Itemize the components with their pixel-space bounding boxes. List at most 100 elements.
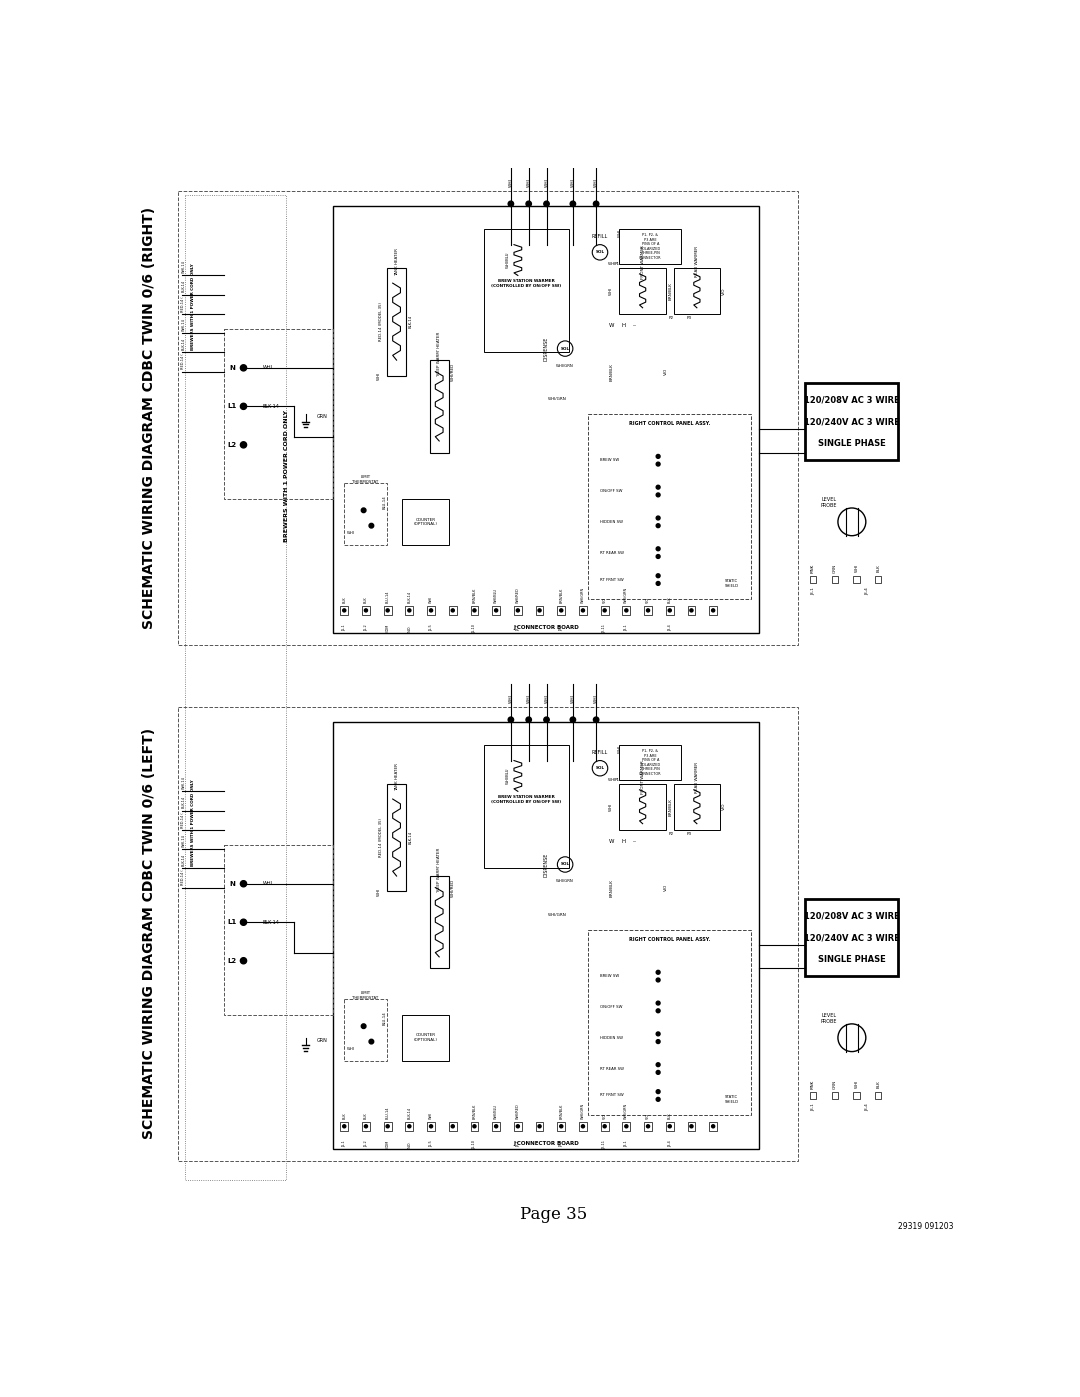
Bar (387, 784, 406, 891)
Bar (177, 191, 798, 645)
Text: WHI/BLU: WHI/BLU (505, 251, 510, 268)
Circle shape (657, 1032, 660, 1035)
Text: V/O: V/O (723, 803, 727, 810)
Text: BLU-14: BLU-14 (383, 496, 387, 510)
Bar (875, 576, 881, 584)
Bar (225, 845, 333, 1014)
Text: RED-14 (MODEL 35): RED-14 (MODEL 35) (379, 819, 382, 856)
Text: ON/OFF SW: ON/OFF SW (600, 489, 622, 493)
Text: BREW STATION WARMER
(CONTROLLED BY ON/OFF SW): BREW STATION WARMER (CONTROLLED BY ON/OF… (491, 279, 562, 288)
Circle shape (369, 524, 374, 528)
Text: BLK: BLK (342, 1112, 347, 1119)
Bar (674, 268, 720, 314)
Text: VIO: VIO (664, 884, 667, 891)
Text: REAR WARMER: REAR WARMER (694, 761, 699, 793)
Text: REFILL: REFILL (592, 750, 608, 756)
Bar (875, 1091, 881, 1099)
Text: BREWERS WITH 1 POWER CORD ONLY: BREWERS WITH 1 POWER CORD ONLY (191, 778, 195, 866)
Circle shape (657, 546, 660, 550)
Text: 'KEEP WARM' HEATER: 'KEEP WARM' HEATER (437, 332, 442, 376)
Text: WHI/RED: WHI/RED (450, 363, 455, 381)
Bar (688, 606, 696, 615)
Text: WHI: WHI (429, 1112, 433, 1119)
Bar (853, 576, 860, 584)
Text: BRN/BLK: BRN/BLK (609, 363, 613, 380)
Text: WHI: WHI (571, 694, 575, 703)
Bar (557, 1122, 565, 1132)
Text: J1-1: J1-1 (342, 624, 347, 631)
Bar (557, 606, 565, 615)
Text: BREW STATION WARMER
(CONTROLLED BY ON/OFF SW): BREW STATION WARMER (CONTROLLED BY ON/OF… (491, 795, 562, 803)
Bar (514, 1122, 522, 1132)
Text: SOL: SOL (561, 862, 569, 866)
Circle shape (430, 609, 433, 612)
Text: GRN: GRN (318, 414, 328, 419)
Bar (622, 1122, 631, 1132)
Text: WHI: WHI (594, 694, 598, 703)
Circle shape (657, 978, 660, 982)
Bar (589, 414, 751, 599)
Bar (345, 999, 387, 1060)
Circle shape (657, 1098, 660, 1101)
Text: WHI: WHI (618, 745, 621, 753)
Text: RT FRNT SW: RT FRNT SW (600, 577, 624, 581)
Text: DISPENSE: DISPENSE (543, 337, 549, 360)
Text: N.O.: N.O. (407, 1140, 411, 1148)
Bar (484, 745, 569, 869)
Circle shape (362, 1024, 366, 1028)
Bar (428, 606, 435, 615)
Bar (484, 229, 569, 352)
Text: BREW SW: BREW SW (600, 974, 619, 978)
Text: WHI-14: WHI-14 (181, 319, 186, 331)
Text: J2-8: J2-8 (559, 1140, 564, 1147)
Bar (710, 1122, 717, 1132)
Bar (362, 606, 369, 615)
Text: J1-1: J1-1 (342, 1140, 347, 1147)
Text: J1-5: J1-5 (429, 1140, 433, 1147)
Circle shape (690, 609, 693, 612)
Bar (710, 606, 717, 615)
Text: WHI-14: WHI-14 (181, 260, 186, 274)
Circle shape (473, 1125, 476, 1127)
Bar (177, 707, 798, 1161)
Text: WHI: WHI (607, 261, 616, 265)
Text: WHI/GRN: WHI/GRN (624, 587, 629, 602)
Circle shape (669, 1125, 672, 1127)
Circle shape (387, 609, 389, 612)
Text: BLK-14: BLK-14 (181, 281, 186, 292)
Text: BLK-14: BLK-14 (407, 591, 411, 602)
Circle shape (657, 971, 660, 974)
Text: WHI: WHI (544, 694, 549, 703)
Text: LEVEL
PROBE: LEVEL PROBE (821, 1013, 837, 1024)
Text: RT FRNT SW: RT FRNT SW (600, 1094, 624, 1098)
Text: J CONNECTOR BOARD: J CONNECTOR BOARD (513, 1141, 579, 1146)
Text: J3-4: J3-4 (865, 587, 869, 595)
Text: WHI/BLU: WHI/BLU (495, 588, 498, 602)
Text: H: H (621, 323, 625, 328)
Text: J3-4: J3-4 (865, 1104, 869, 1111)
Circle shape (364, 1125, 367, 1127)
Text: STATIC
SHIELD: STATIC SHIELD (725, 580, 739, 588)
Text: WHI: WHI (609, 286, 613, 295)
Text: ON/OFF SW: ON/OFF SW (600, 1004, 622, 1009)
Text: WHI/RED: WHI/RED (516, 587, 519, 602)
Circle shape (241, 441, 246, 448)
Text: BLK-14: BLK-14 (409, 314, 413, 328)
Bar (536, 1122, 543, 1132)
Text: J1-10: J1-10 (472, 1140, 476, 1150)
Bar (449, 1122, 457, 1132)
Circle shape (657, 454, 660, 458)
Text: RED-14 (: RED-14 ( (181, 296, 186, 312)
Circle shape (603, 1125, 606, 1127)
Text: BRN/BLK: BRN/BLK (559, 587, 564, 602)
Bar (405, 606, 414, 615)
Text: WHI: WHI (527, 694, 530, 703)
Circle shape (241, 958, 246, 964)
Text: BLU-14: BLU-14 (386, 1106, 390, 1119)
Circle shape (369, 1039, 374, 1044)
Text: J3-1: J3-1 (811, 587, 815, 595)
Circle shape (657, 1009, 660, 1013)
Text: SOL: SOL (595, 766, 605, 770)
Circle shape (625, 609, 627, 612)
Circle shape (712, 1125, 715, 1127)
